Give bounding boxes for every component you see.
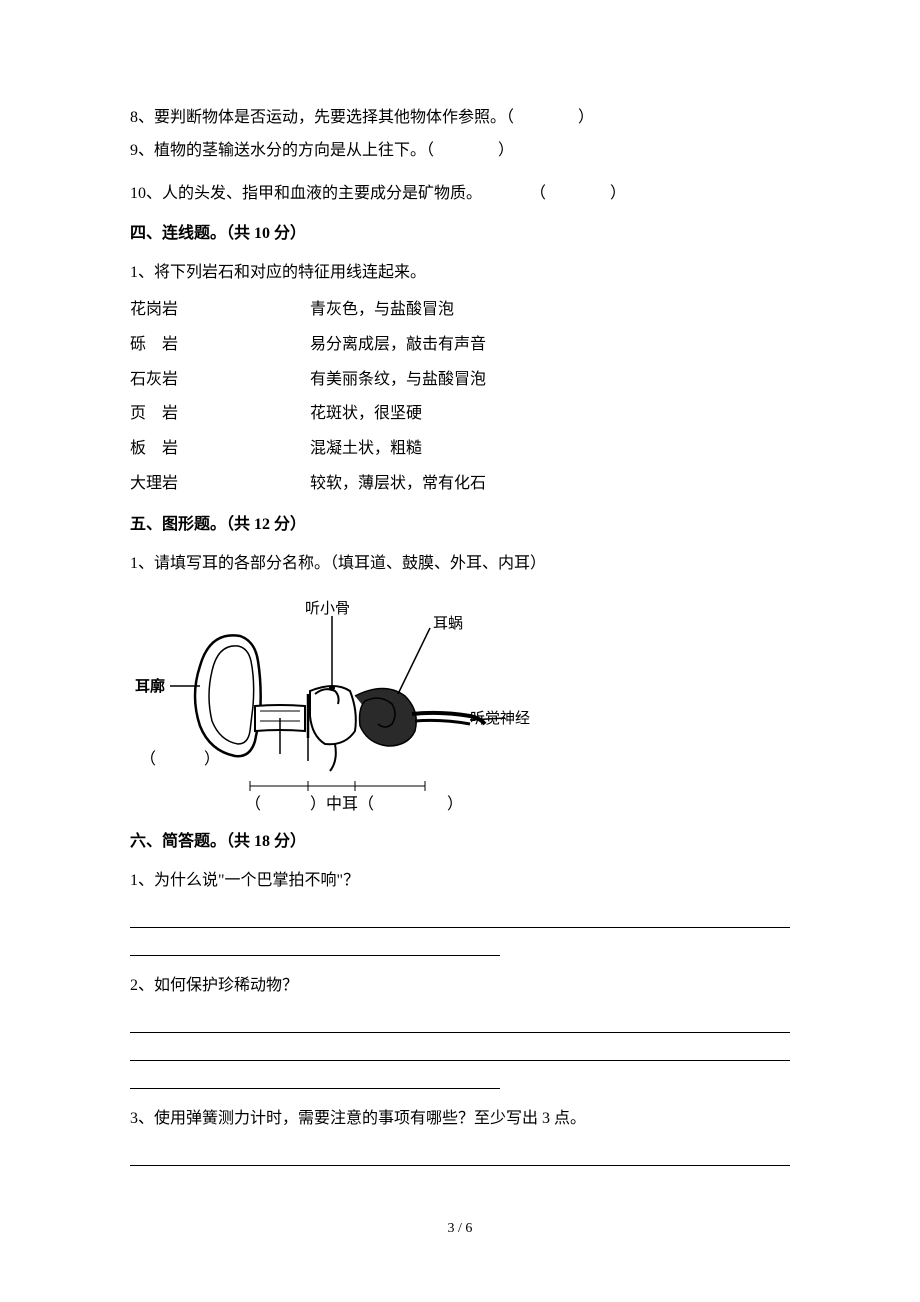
matching-right: 易分离成层，敲击有声音 <box>310 331 790 360</box>
section-5-title: 五、图形题。（共 12 分） <box>130 511 790 540</box>
matching-left: 花岗岩 <box>130 296 310 325</box>
matching-row: 石灰岩 有美丽条纹，与盐酸冒泡 <box>130 366 790 395</box>
matching-row: 大理岩 较软，薄层状，常有化石 <box>130 470 790 499</box>
matching-row: 花岗岩 青灰色，与盐酸冒泡 <box>130 296 790 325</box>
ear-diagram-container: 听小骨 耳蜗 耳廓 听觉神经 （ ） （ ）中耳（ ） <box>130 586 790 816</box>
q6-1: 1、为什么说"一个巴掌拍不响"？ <box>130 867 790 896</box>
label-pinna: 耳廓 <box>135 674 165 701</box>
section-6-title: 六、简答题。（共 18 分） <box>130 828 790 857</box>
tf-question-8: 8、要判断物体是否运动，先要选择其他物体作参照。（ ） <box>130 104 790 133</box>
matching-right: 较软，薄层状，常有化石 <box>310 470 790 499</box>
section-5-instruction: 1、请填写耳的各部分名称。（填耳道、鼓膜、外耳、内耳） <box>130 550 790 579</box>
matching-right: 混凝土状，粗糙 <box>310 435 790 464</box>
matching-right: 花斑状，很坚硬 <box>310 400 790 429</box>
label-ossicles: 听小骨 <box>305 596 350 623</box>
answer-line[interactable] <box>130 1142 790 1166</box>
matching-row: 板 岩 混凝土状，粗糙 <box>130 435 790 464</box>
matching-right: 青灰色，与盐酸冒泡 <box>310 296 790 325</box>
q6-3: 3、使用弹簧测力计时，需要注意的事项有哪些？至少写出 3 点。 <box>130 1105 790 1134</box>
matching-right: 有美丽条纹，与盐酸冒泡 <box>310 366 790 395</box>
matching-left: 砾 岩 <box>130 331 310 360</box>
q6-2: 2、如何保护珍稀动物？ <box>130 972 790 1001</box>
tf-question-10: 10、人的头发、指甲和血液的主要成分是矿物质。 （ ） <box>130 180 790 209</box>
blank-bottom-left[interactable]: （ <box>245 791 309 820</box>
answer-line[interactable] <box>130 904 790 928</box>
matching-table: 花岗岩 青灰色，与盐酸冒泡 砾 岩 易分离成层，敲击有声音 石灰岩 有美丽条纹，… <box>130 296 790 499</box>
ear-diagram: 听小骨 耳蜗 耳廓 听觉神经 （ ） （ ）中耳（ ） <box>140 586 540 816</box>
matching-row: 砾 岩 易分离成层，敲击有声音 <box>130 331 790 360</box>
blank-bottom-right[interactable]: ） <box>415 791 463 820</box>
section-4-instruction: 1、将下列岩石和对应的特征用线连起来。 <box>130 259 790 288</box>
matching-left: 石灰岩 <box>130 366 310 395</box>
answer-line-short[interactable] <box>130 1065 500 1089</box>
page-footer: 3 / 6 <box>130 1216 790 1241</box>
blank-outer-ear[interactable]: （ ） <box>140 746 220 775</box>
section-4-title: 四、连线题。（共 10 分） <box>130 220 790 249</box>
matching-left: 大理岩 <box>130 470 310 499</box>
tf-question-9: 9、植物的茎输送水分的方向是从上往下。（ ） <box>130 137 790 166</box>
answer-line[interactable] <box>130 1037 790 1061</box>
matching-row: 页 岩 花斑状，很坚硬 <box>130 400 790 429</box>
matching-left: 页 岩 <box>130 400 310 429</box>
label-middle-ear: ）中耳（ <box>310 791 374 820</box>
answer-line-short[interactable] <box>130 932 500 956</box>
answer-line[interactable] <box>130 1009 790 1033</box>
label-cochlea: 耳蜗 <box>433 611 463 638</box>
matching-left: 板 岩 <box>130 435 310 464</box>
label-auditory-nerve: 听觉神经 <box>470 706 530 733</box>
